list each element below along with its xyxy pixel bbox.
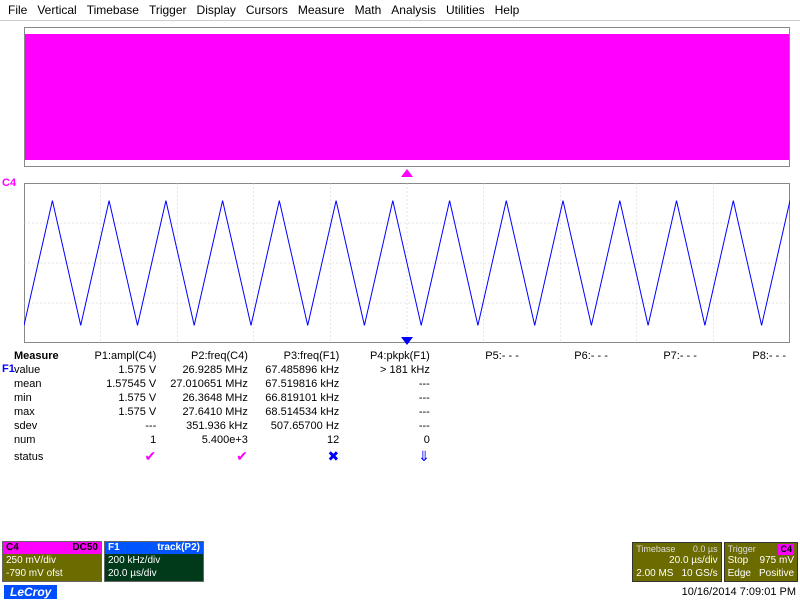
menu-bar: File Vertical Timebase Trigger Display C… [0, 0, 800, 21]
cell: 67.519816 kHz [252, 377, 343, 391]
menu-timebase[interactable]: Timebase [87, 3, 139, 17]
channel-label-f1: F1 [2, 363, 15, 375]
ch-name: C4 [6, 542, 19, 555]
cell: 26.3648 MHz [160, 391, 252, 405]
row-status-label: status [10, 447, 70, 466]
trigger-box[interactable]: Trigger C4 Stop 975 mV Edge Positive [724, 542, 798, 582]
trigger-mode: Stop [728, 555, 749, 568]
cell: --- [343, 419, 434, 433]
ch-name: F1 [108, 542, 120, 555]
trigger-title: Trigger [728, 544, 756, 555]
menu-trigger[interactable]: Trigger [149, 3, 187, 17]
channel-box-c4[interactable]: C4 DC50 250 mV/div -790 mV ofst [2, 541, 102, 583]
brand-logo: LeCroy [4, 585, 57, 599]
col-p6: P6:- - - [523, 349, 612, 363]
cell: 351.936 kHz [160, 419, 252, 433]
timebase-box[interactable]: Timebase 0.0 µs 20.0 µs/div 2.00 MS 10 GS/… [632, 542, 721, 582]
cell: --- [70, 419, 161, 433]
cell: 27.010651 MHz [160, 377, 252, 391]
bottom-info-bar: C4 DC50 250 mV/div -790 mV ofst F1 track(P… [0, 541, 800, 583]
trigger-ch-tag: C4 [778, 544, 794, 555]
status-x-icon: ✖ [328, 448, 340, 464]
cell: > 181 kHz [343, 363, 434, 377]
row-mean-label: mean [10, 377, 70, 391]
menu-analysis[interactable]: Analysis [391, 3, 436, 17]
col-p3: P3:freq(F1) [252, 349, 343, 363]
cell: 0 [343, 433, 434, 447]
ch-vdiv: 250 mV/div [6, 555, 98, 568]
col-p5: P5:- - - [434, 349, 523, 363]
col-p2: P2:freq(C4) [160, 349, 252, 363]
cell: 1 [70, 433, 161, 447]
status-check-icon: ✔ [236, 448, 248, 464]
row-num-label: num [10, 433, 70, 447]
status-arrow-icon: ⇓ [418, 448, 430, 464]
trigger-slope: Positive [759, 568, 794, 581]
cell: 26.9285 MHz [160, 363, 252, 377]
channel-label-c4: C4 [2, 177, 16, 189]
ch-scale1: 200 kHz/div [108, 555, 200, 568]
cell: 1.575 V [70, 405, 161, 419]
menu-utilities[interactable]: Utilities [446, 3, 485, 17]
timebase-div: 20.0 µs/div [636, 555, 717, 568]
cell: 66.819101 kHz [252, 391, 343, 405]
measure-heading: Measure [14, 350, 59, 362]
row-min-label: min [10, 391, 70, 405]
ch-scale2: 20.0 µs/div [108, 568, 200, 581]
datetime: 10/16/2014 7:09:01 PM [682, 586, 796, 598]
waveform-panel-f1[interactable] [24, 183, 790, 343]
cell: 1.575 V [70, 363, 161, 377]
menu-math[interactable]: Math [355, 3, 382, 17]
cell: --- [343, 405, 434, 419]
waveform-area: C4 F1 [0, 27, 800, 343]
cell: --- [343, 377, 434, 391]
f1-center-marker-icon [401, 337, 413, 345]
ch-offset: -790 mV ofst [6, 568, 98, 581]
cell: 68.514534 kHz [252, 405, 343, 419]
status-bar: LeCroy 10/16/2014 7:09:01 PM [0, 584, 800, 600]
trigger-level: 975 mV [760, 555, 794, 568]
cell: 507.65700 Hz [252, 419, 343, 433]
menu-cursors[interactable]: Cursors [246, 3, 288, 17]
cell: 5.400e+3 [160, 433, 252, 447]
menu-vertical[interactable]: Vertical [37, 3, 76, 17]
cell: 1.575 V [70, 391, 161, 405]
ch-coupling: DC50 [72, 542, 98, 555]
channel-box-f1[interactable]: F1 track(P2) 200 kHz/div 20.0 µs/div [104, 541, 204, 583]
col-p8: P8:- - - [701, 349, 790, 363]
col-p7: P7:- - - [612, 349, 701, 363]
menu-help[interactable]: Help [495, 3, 520, 17]
cell: --- [343, 391, 434, 405]
row-sdev-label: sdev [10, 419, 70, 433]
status-check-icon: ✔ [145, 448, 157, 464]
menu-measure[interactable]: Measure [298, 3, 345, 17]
trigger-level-marker-icon [781, 108, 789, 118]
row-value-label: value [10, 363, 70, 377]
cell: 12 [252, 433, 343, 447]
menu-file[interactable]: File [8, 3, 27, 17]
ch-fn: track(P2) [157, 542, 200, 555]
waveform-panel-c4[interactable] [24, 27, 790, 167]
timebase-pos: 0.0 µs [693, 544, 718, 555]
timebase-title: Timebase [636, 544, 675, 555]
cell: 1.57545 V [70, 377, 161, 391]
trigger-edge: Edge [728, 568, 751, 581]
trigger-position-marker-icon [401, 169, 413, 177]
row-max-label: max [10, 405, 70, 419]
measurement-table: Measure P1:ampl(C4) P2:freq(C4) P3:freq(… [10, 349, 790, 466]
col-p4: P4:pkpk(F1) [343, 349, 434, 363]
menu-display[interactable]: Display [197, 3, 236, 17]
cell: 27.6410 MHz [160, 405, 252, 419]
noise-trace [25, 34, 789, 160]
timebase-samples: 2.00 MS [636, 568, 673, 581]
timebase-rate: 10 GS/s [681, 568, 717, 581]
cell: 67.485896 kHz [252, 363, 343, 377]
triangle-waveform-svg [24, 183, 790, 343]
col-p1: P1:ampl(C4) [70, 349, 161, 363]
